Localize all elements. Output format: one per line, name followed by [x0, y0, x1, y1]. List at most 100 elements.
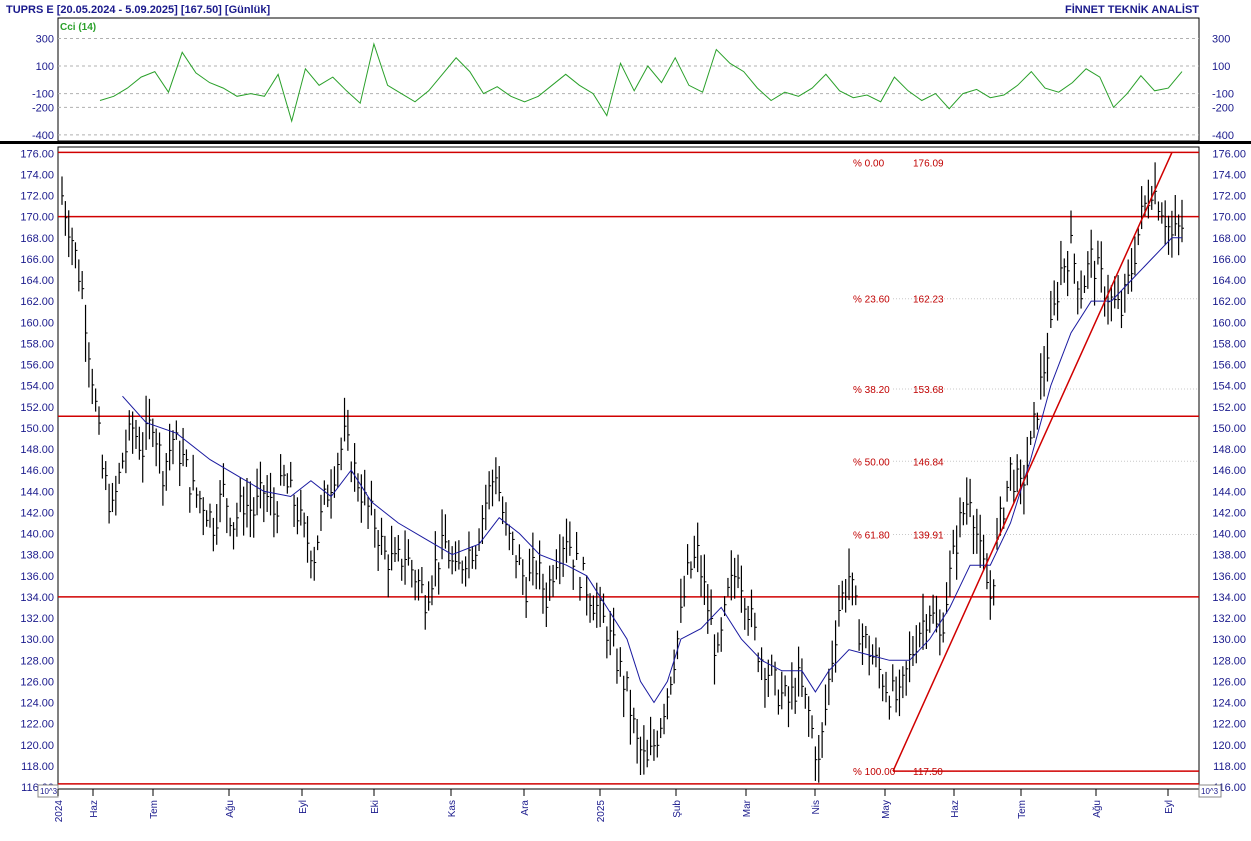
x-tick-label: Şub: [672, 800, 683, 818]
price-tick-right: 152.00: [1212, 402, 1246, 414]
cci-tick-left: -200: [32, 102, 54, 114]
price-tick-left: 164.00: [20, 275, 54, 287]
cci-tick-left: -100: [32, 89, 54, 101]
price-tick-left: 172.00: [20, 191, 54, 203]
price-tick-left: 152.00: [20, 402, 54, 414]
price-tick-right: 166.00: [1212, 254, 1246, 266]
price-tick-left: 160.00: [20, 317, 54, 329]
price-tick-right: 156.00: [1212, 360, 1246, 372]
price-tick-left: 158.00: [20, 338, 54, 350]
fib-value-label: 176.09: [913, 158, 944, 169]
price-tick-left: 142.00: [20, 507, 54, 519]
fib-percent-label: % 38.20: [853, 385, 890, 396]
cci-label: Cci (14): [60, 22, 96, 33]
price-tick-left: 176.00: [20, 148, 54, 160]
price-tick-right: 122.00: [1212, 719, 1246, 731]
fib-percent-label: % 50.00: [853, 457, 890, 468]
price-tick-right: 164.00: [1212, 275, 1246, 287]
x-tick-label: Tem: [149, 800, 160, 819]
price-tick-right: 162.00: [1212, 296, 1246, 308]
price-tick-right: 176.00: [1212, 148, 1246, 160]
price-tick-left: 118.00: [21, 761, 54, 773]
fib-percent-label: % 61.80: [853, 530, 890, 541]
price-tick-left: 170.00: [20, 212, 54, 224]
fib-value-label: 117.50: [913, 767, 943, 778]
moving-average-line: [122, 237, 1182, 704]
price-tick-right: 128.00: [1212, 655, 1246, 667]
fib-value-label: 146.84: [913, 457, 944, 468]
price-tick-right: 124.00: [1212, 698, 1246, 710]
x-tick-label: Ara: [520, 800, 531, 816]
x-tick-label: Ağu: [1092, 800, 1103, 818]
x-tick-label: Mar: [742, 799, 753, 817]
price-tick-left: 124.00: [20, 698, 54, 710]
x-tick-label: Nis: [811, 800, 822, 814]
price-tick-left: 128.00: [20, 655, 54, 667]
price-tick-right: 144.00: [1212, 486, 1246, 498]
x-tick-label: Kas: [447, 800, 458, 817]
cci-tick-right: -100: [1212, 89, 1234, 101]
cci-tick-right: 300: [1212, 34, 1230, 46]
price-tick-right: 158.00: [1212, 338, 1246, 350]
price-tick-right: 168.00: [1212, 233, 1246, 245]
fib-value-label: 153.68: [913, 385, 944, 396]
panel-divider: [0, 141, 1251, 144]
price-tick-right: 134.00: [1212, 592, 1246, 604]
x-tick-label: 2024: [54, 800, 65, 823]
cci-tick-right: -400: [1212, 130, 1234, 142]
price-tick-right: 154.00: [1212, 381, 1246, 393]
price-tick-left: 156.00: [20, 360, 54, 372]
fib-percent-label: % 0.00: [853, 158, 885, 169]
x-tick-label: 2025: [596, 800, 607, 823]
x-tick-label: Haz: [89, 800, 100, 818]
cci-tick-left: -400: [32, 130, 54, 142]
price-tick-left: 146.00: [20, 465, 54, 477]
fib-value-label: 139.91: [913, 530, 944, 541]
price-tick-left: 174.00: [20, 169, 54, 181]
x-tick-label: Ağu: [225, 800, 236, 818]
x-tick-label: Haz: [950, 800, 961, 818]
price-tick-left: 130.00: [20, 634, 54, 646]
price-tick-left: 136.00: [20, 571, 54, 583]
price-tick-left: 120.00: [20, 740, 54, 752]
price-tick-right: 130.00: [1212, 634, 1246, 646]
cci-tick-left: 100: [36, 61, 54, 73]
x-tick-label: May: [881, 800, 892, 819]
price-tick-right: 170.00: [1212, 212, 1246, 224]
price-tick-left: 144.00: [20, 486, 54, 498]
cci-tick-right: -200: [1212, 102, 1234, 114]
scale-badge-left-text: 10^3: [40, 787, 58, 796]
price-tick-left: 140.00: [20, 529, 54, 541]
fib-value-label: 162.23: [913, 295, 944, 306]
price-tick-left: 154.00: [20, 381, 54, 393]
price-tick-right: 160.00: [1212, 317, 1246, 329]
x-tick-label: Eyl: [298, 800, 309, 814]
x-tick-label: Eyl: [1164, 800, 1175, 814]
price-tick-right: 172.00: [1212, 191, 1246, 203]
cci-tick-left: 300: [36, 34, 54, 46]
price-tick-right: 150.00: [1212, 423, 1246, 435]
scale-badge-right: [1198, 784, 1222, 798]
price-tick-right: 132.00: [1212, 613, 1246, 625]
trend-line: [892, 152, 1173, 772]
price-tick-right: 136.00: [1212, 571, 1246, 583]
price-tick-right: 148.00: [1212, 444, 1246, 456]
price-panel: [57, 146, 1200, 790]
price-tick-right: 142.00: [1212, 507, 1246, 519]
price-tick-left: 150.00: [20, 423, 54, 435]
price-tick-left: 162.00: [20, 296, 54, 308]
x-tick-label: Eki: [370, 800, 381, 814]
price-tick-right: 126.00: [1212, 676, 1246, 688]
price-tick-right: 140.00: [1212, 529, 1246, 541]
price-tick-left: 126.00: [20, 676, 54, 688]
price-tick-left: 138.00: [20, 550, 54, 562]
scale-badge-right-text: 10^3: [1201, 787, 1219, 796]
price-tick-right: 174.00: [1212, 169, 1246, 181]
fib-percent-label: % 23.60: [853, 295, 890, 306]
price-tick-left: 148.00: [20, 444, 54, 456]
cci-line: [99, 42, 1183, 123]
cci-tick-right: 100: [1212, 61, 1230, 73]
brand-label: FİNNET TEKNİK ANALİST: [1065, 3, 1199, 16]
price-tick-left: 122.00: [20, 719, 54, 731]
price-tick-right: 146.00: [1212, 465, 1246, 477]
